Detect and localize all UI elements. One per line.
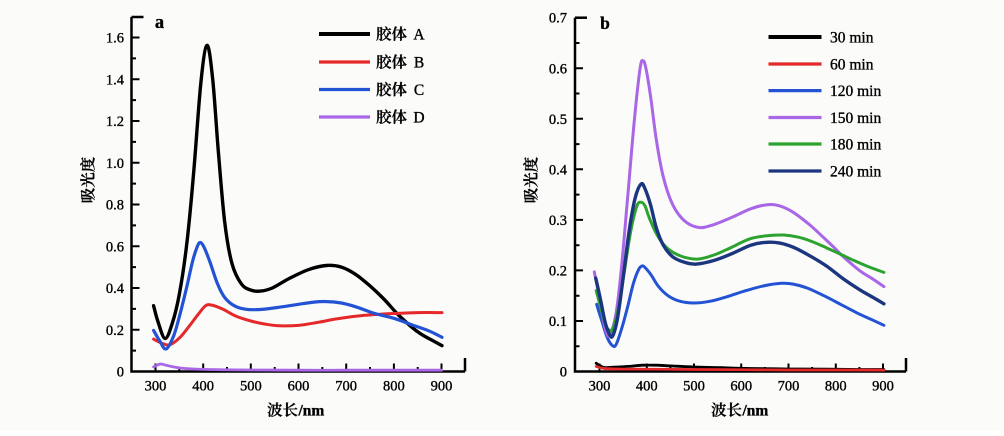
svg-text:700: 700	[778, 379, 800, 395]
svg-text:A: A	[413, 27, 425, 44]
svg-text:1.6: 1.6	[106, 31, 124, 47]
svg-text:700: 700	[335, 379, 357, 395]
svg-text:0.2: 0.2	[549, 263, 567, 279]
svg-text:B: B	[414, 55, 424, 72]
svg-text:0.3: 0.3	[549, 213, 567, 229]
svg-text:150 min: 150 min	[830, 110, 881, 127]
svg-text:0.4: 0.4	[106, 281, 125, 297]
svg-text:300: 300	[589, 379, 611, 395]
svg-text:b: b	[600, 13, 610, 33]
svg-text:120 min: 120 min	[830, 83, 881, 100]
svg-text:500: 500	[240, 379, 262, 395]
svg-text:0.8: 0.8	[106, 198, 124, 214]
svg-text:0: 0	[117, 365, 124, 381]
svg-text:0.5: 0.5	[549, 112, 567, 128]
svg-text:800: 800	[825, 379, 847, 395]
svg-text:0.4: 0.4	[549, 162, 568, 178]
svg-text:240 min: 240 min	[830, 163, 881, 180]
svg-text:300: 300	[145, 379, 167, 395]
svg-text:0.7: 0.7	[549, 11, 567, 27]
svg-text:400: 400	[636, 379, 658, 395]
svg-text:900: 900	[431, 379, 453, 395]
svg-text:/nm: /nm	[298, 403, 325, 420]
svg-text:1.0: 1.0	[106, 156, 124, 172]
svg-text:900: 900	[872, 379, 894, 395]
svg-text:800: 800	[383, 379, 405, 395]
svg-text:1.4: 1.4	[106, 72, 125, 88]
svg-text:500: 500	[683, 379, 705, 395]
svg-text:D: D	[413, 110, 424, 127]
svg-text:0: 0	[560, 365, 567, 381]
svg-text:60 min: 60 min	[830, 56, 874, 73]
svg-text:0.1: 0.1	[549, 314, 567, 330]
svg-text:30 min: 30 min	[830, 29, 874, 46]
svg-text:0.6: 0.6	[106, 239, 124, 255]
svg-text:0.2: 0.2	[106, 323, 124, 339]
svg-text:0.6: 0.6	[549, 61, 567, 77]
svg-text:180 min: 180 min	[830, 136, 881, 153]
svg-text:1.2: 1.2	[106, 114, 124, 130]
svg-text:400: 400	[192, 379, 214, 395]
svg-text:C: C	[414, 82, 424, 99]
svg-text:600: 600	[730, 379, 752, 395]
svg-text:a: a	[155, 13, 164, 33]
svg-text:/nm: /nm	[742, 403, 769, 420]
svg-text:600: 600	[288, 379, 310, 395]
